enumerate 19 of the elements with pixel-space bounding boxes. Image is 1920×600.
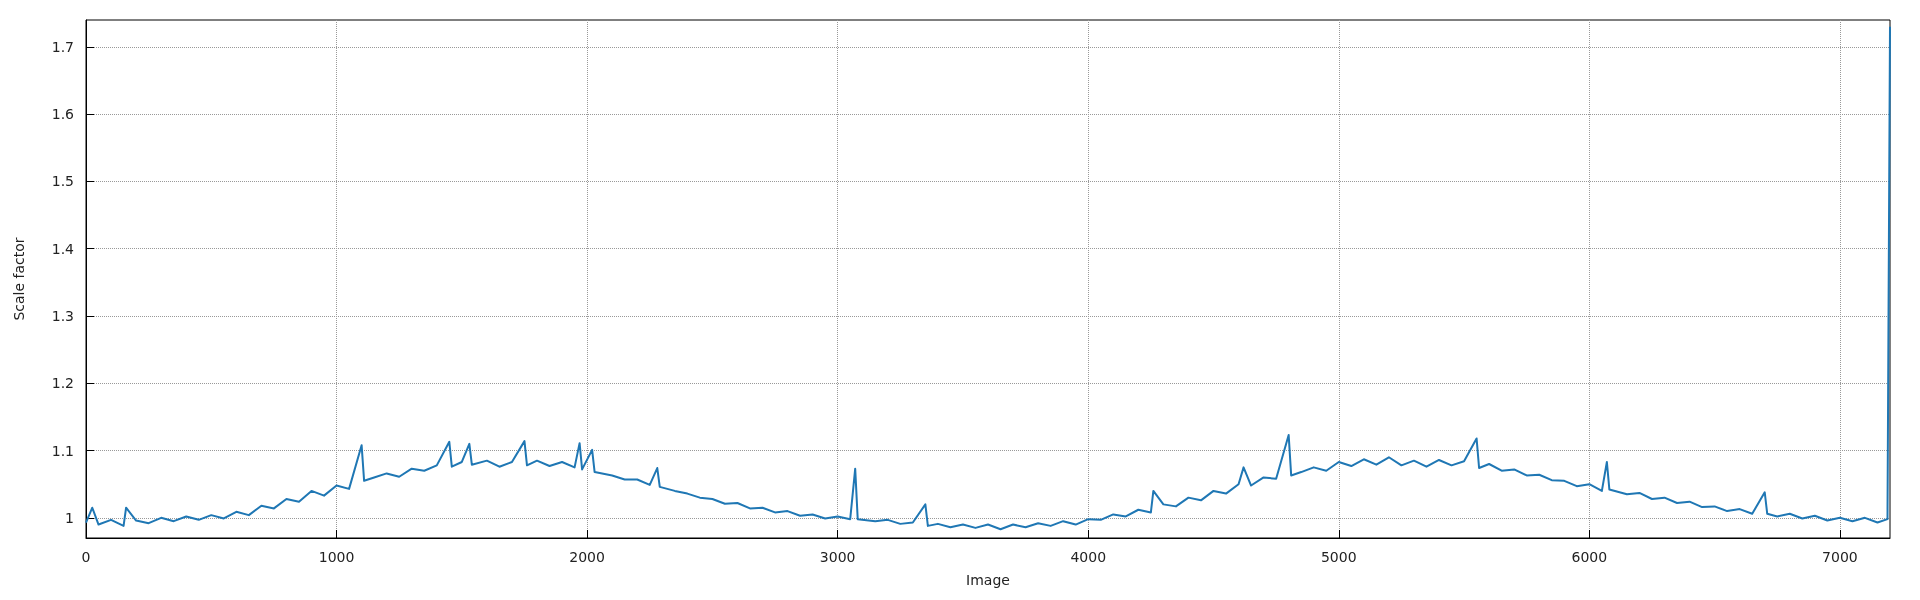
x-axis-title: Image [966, 572, 1010, 588]
x-tick-label: 4000 [1070, 549, 1107, 565]
x-tick-label: 0 [81, 549, 91, 565]
x-tick-label: 2000 [569, 549, 605, 565]
x-tick-label: 1000 [318, 549, 355, 565]
y-tick-label: 1.1 [51, 442, 74, 459]
y-tick-label: 1.2 [51, 375, 74, 392]
y-tick-label: 1 [65, 509, 74, 526]
line-series [85, 25, 1891, 531]
y-tick-label: 1.6 [51, 106, 75, 123]
x-tick-label: 3000 [819, 549, 856, 565]
x-tick-label: 6000 [1571, 549, 1608, 565]
y-axis-title: Scale factor [11, 237, 27, 321]
y-tick-label: 1.5 [51, 173, 74, 190]
x-tick-label: 5000 [1320, 549, 1357, 565]
y-tick-label: 1.3 [51, 308, 74, 324]
y-tick-label: 1.4 [51, 240, 75, 257]
y-tick-label: 1.7 [51, 38, 74, 55]
x-tick-label: 7000 [1822, 549, 1858, 565]
